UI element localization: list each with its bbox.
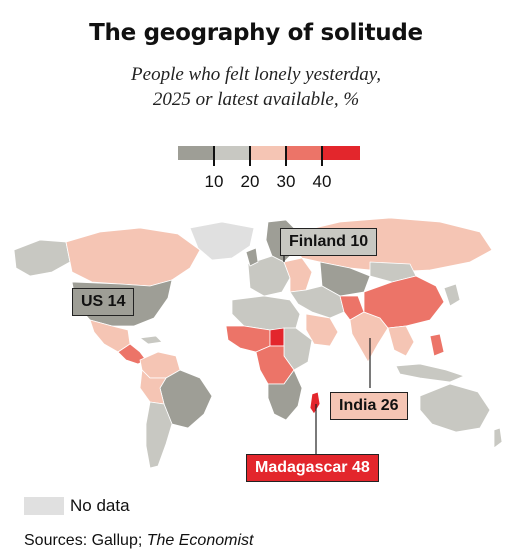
- region-alaska: [13, 239, 71, 277]
- region-arabia: [305, 313, 339, 347]
- subtitle-line-2: 2025 or latest available, %: [152, 89, 360, 110]
- region-western-europe: [247, 255, 291, 297]
- region-southern-africa: [267, 369, 303, 421]
- legend-tick-30: [285, 146, 287, 166]
- chart-title: The geography of solitude: [89, 20, 423, 46]
- legend-tick-10: [213, 146, 215, 166]
- region-china: [363, 275, 445, 329]
- legend-bin-30-40: [286, 146, 322, 160]
- region-chad: [269, 327, 285, 347]
- source-prefix: Sources: Gallup;: [24, 532, 147, 549]
- callout-india: India 26: [330, 392, 408, 420]
- region-madagascar: [309, 391, 321, 415]
- legend-bin-20-30: [250, 146, 286, 160]
- legend-bin-above-40: [322, 146, 360, 160]
- nodata-swatch: [24, 497, 64, 515]
- callout-finland: Finland 10: [280, 228, 378, 256]
- legend-label-10: 10: [204, 172, 224, 191]
- region-argentina-chile: [145, 401, 173, 469]
- region-indonesia: [395, 363, 465, 383]
- color-legend: [178, 146, 360, 166]
- region-australia: [419, 383, 491, 433]
- callout-madagascar: Madagascar 48: [246, 454, 379, 482]
- legend-label-40: 40: [312, 172, 332, 191]
- source-note: Sources: Gallup; The Economist: [24, 532, 253, 550]
- legend-tick-20: [249, 146, 251, 166]
- source-publication: The Economist: [146, 532, 254, 549]
- callout-us: US 14: [72, 288, 135, 316]
- legend-bin-below-10: [178, 146, 214, 160]
- legend-tick-40: [321, 146, 323, 166]
- region-new-zealand: [493, 427, 503, 449]
- region-philippines: [429, 333, 445, 357]
- region-caribbean: [139, 335, 163, 345]
- chart-subtitle: People who felt lonely yesterday, 2025 o…: [0, 62, 512, 112]
- world-map: [13, 217, 503, 469]
- region-north-africa: [231, 295, 301, 331]
- region-west-africa: [225, 325, 271, 353]
- nodata-label: No data: [70, 496, 130, 515]
- region-korea-japan: [443, 283, 461, 307]
- region-southeast-asia: [387, 325, 415, 357]
- subtitle-line-1: People who felt lonely yesterday,: [131, 64, 381, 85]
- legend-label-20: 20: [240, 172, 260, 191]
- region-canada: [65, 227, 201, 287]
- region-peru-bolivia: [139, 369, 167, 405]
- legend-bin-10-20: [214, 146, 250, 160]
- region-greenland: [189, 221, 255, 261]
- region-uk: [245, 247, 259, 267]
- legend-label-30: 30: [276, 172, 296, 191]
